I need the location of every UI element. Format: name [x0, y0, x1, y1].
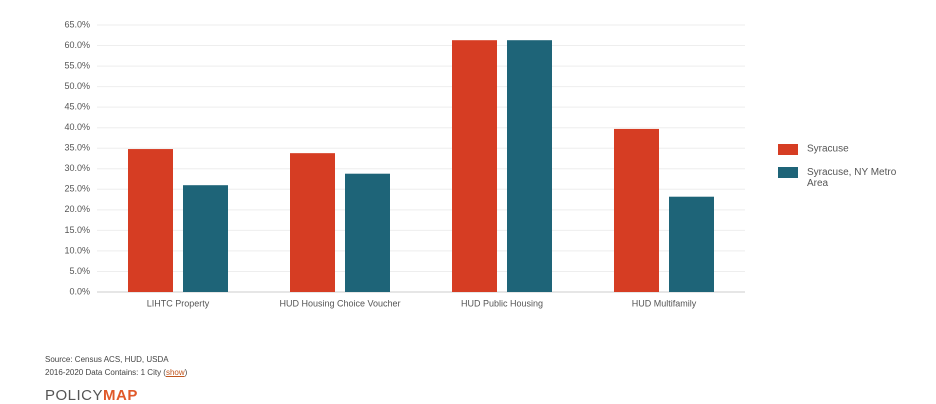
logo-right: MAP — [103, 387, 138, 404]
bar — [183, 185, 228, 292]
bar — [128, 149, 173, 292]
y-tick-label: 20.0% — [64, 204, 90, 214]
y-tick-label: 50.0% — [64, 81, 90, 91]
chart: 0.0% 5.0% 10.0% 15.0% 20.0% 25.0% 30.0% 35.0% 40… — [64, 19, 897, 308]
show-link[interactable]: show — [165, 368, 185, 377]
logo[interactable]: POLICYMAP — [45, 387, 138, 404]
bar — [669, 196, 714, 292]
bar — [452, 40, 497, 293]
data-note: 2016-2020 Data Contains: 1 City (show) — [45, 368, 187, 377]
bar — [345, 173, 390, 292]
y-tick-label: 45.0% — [64, 102, 90, 112]
bar — [290, 153, 335, 292]
bar — [507, 40, 552, 293]
y-tick-label: 5.0% — [69, 266, 90, 276]
y-tick-label: 25.0% — [64, 184, 90, 194]
y-tick-label: 15.0% — [64, 225, 90, 235]
note-prefix: 2016-2020 Data Contains: 1 City ( — [45, 368, 166, 377]
legend-swatch — [778, 144, 798, 155]
y-tick-label: 35.0% — [64, 143, 90, 153]
y-tick-label: 0.0% — [69, 286, 90, 296]
y-tick-label: 55.0% — [64, 60, 90, 70]
note-suffix: ) — [184, 368, 188, 377]
bar — [614, 128, 659, 292]
x-tick-label: HUD Multifamily — [632, 298, 697, 308]
x-tick-label: HUD Housing Choice Voucher — [279, 298, 400, 308]
logo-left: POLICY — [45, 387, 104, 404]
legend-label: Syracuse — [807, 144, 849, 155]
x-tick-label: LIHTC Property — [147, 298, 210, 308]
y-tick-label: 40.0% — [64, 122, 90, 132]
x-tick-label: HUD Public Housing — [461, 298, 543, 308]
y-tick-label: 60.0% — [64, 40, 90, 50]
source: Source: Census ACS, HUD, USDA — [45, 355, 169, 364]
legend-label: Syracuse, NY Metro Area — [807, 167, 897, 189]
legend-swatch — [778, 167, 798, 178]
y-tick-label: 10.0% — [64, 245, 90, 255]
y-tick-label: 30.0% — [64, 163, 90, 173]
y-tick-label: 65.0% — [64, 19, 90, 29]
